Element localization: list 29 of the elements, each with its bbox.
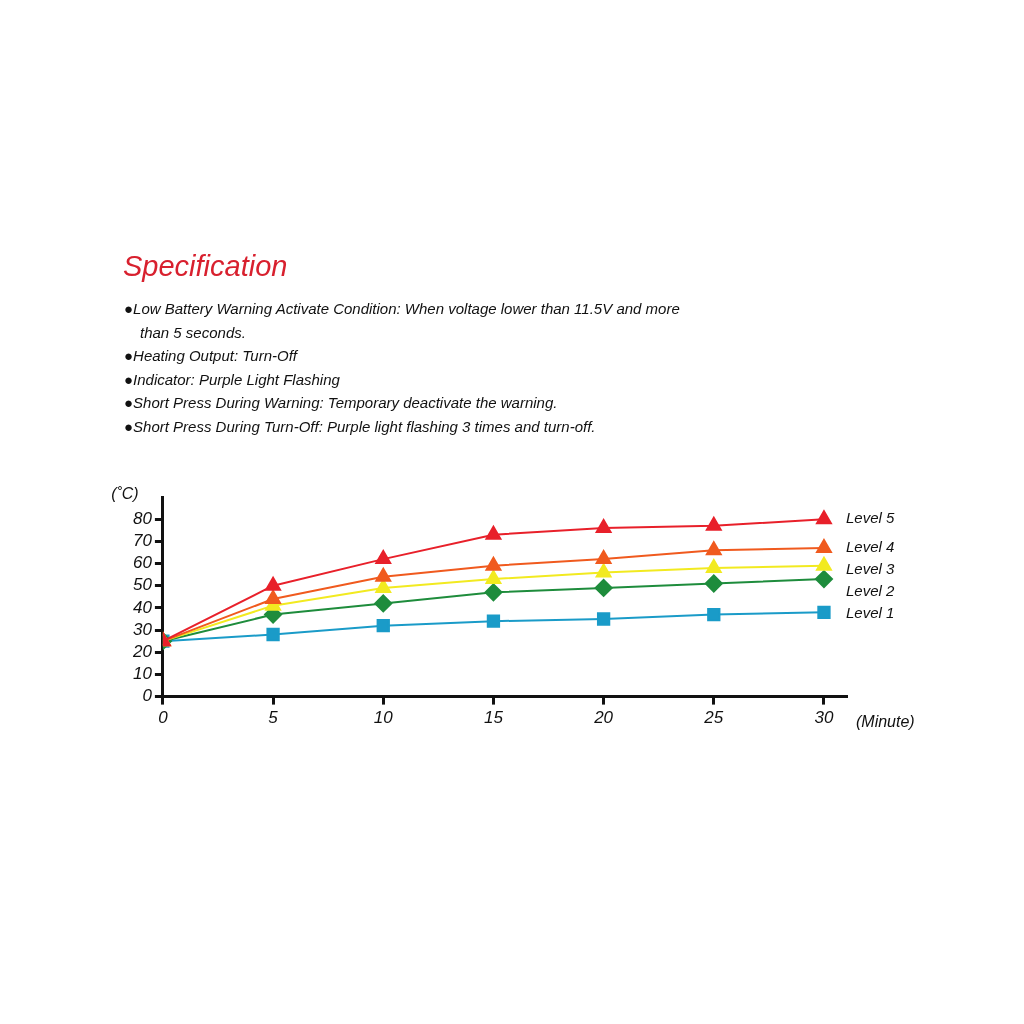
- y-tick-label: 0: [142, 686, 153, 706]
- x-tick-label: 10: [373, 707, 394, 727]
- y-tick-label: 10: [132, 664, 153, 684]
- y-tick-label: 40: [132, 597, 153, 617]
- y-tick-label: 70: [132, 531, 153, 551]
- series-label: Level 3: [845, 560, 895, 578]
- text: ●Heating Output: Turn-Off: [124, 346, 299, 366]
- x-axis-title: (Minute): [856, 713, 915, 731]
- y-tick-label: 30: [132, 619, 153, 639]
- x-tick-label: 15: [483, 707, 504, 727]
- text: ●Low Battery Warning Activate Condition: When voltage lower than 11.5V and more than 5 seconds.: [124, 299, 681, 343]
- series-label: Level 1: [845, 604, 895, 622]
- y-axis-title: (˚C): [111, 485, 139, 503]
- x-tick-label: 5: [268, 707, 279, 727]
- text: ●Short Press During Turn-Off: Purple light flashing 3 times and turn-off.: [124, 416, 597, 437]
- series-label: Level 2: [845, 582, 895, 600]
- chart-title: Specification: [123, 250, 288, 283]
- text: ●Short Press During Warning: Temporary deactivate the warning.: [124, 393, 559, 413]
- y-tick-label: 80: [132, 508, 153, 528]
- text: ●Indicator: Purple Light Flashing: [124, 369, 341, 390]
- y-tick-label: 50: [132, 575, 153, 595]
- series-label: Level 4: [845, 538, 895, 556]
- series-label: Level 5: [845, 509, 895, 527]
- y-tick-label: 60: [132, 553, 153, 573]
- x-tick-label: 0: [158, 707, 169, 727]
- x-tick-label: 20: [593, 707, 614, 727]
- x-tick-label: 30: [814, 707, 834, 727]
- x-tick-label: 25: [703, 707, 724, 727]
- y-tick-label: 20: [131, 641, 153, 661]
